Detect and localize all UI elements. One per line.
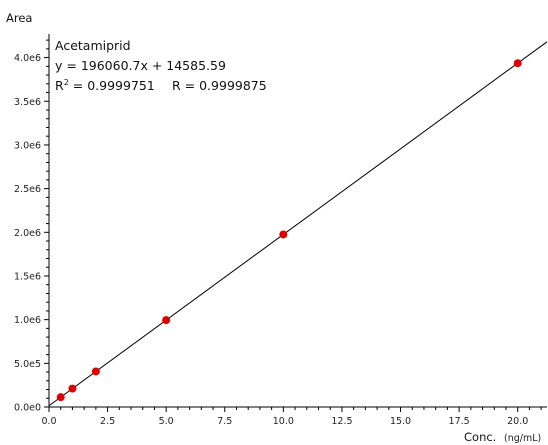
x-tick-label: 15.0 xyxy=(390,416,411,427)
r-squared-superscript: 2 xyxy=(64,78,69,87)
fit-line xyxy=(48,41,548,407)
x-tick-label: 2.5 xyxy=(100,416,115,427)
data-point xyxy=(56,393,65,402)
data-point xyxy=(68,384,77,393)
r-squared-symbol: R xyxy=(55,78,64,93)
axes xyxy=(48,34,547,408)
x-tick-label: 5.0 xyxy=(159,416,174,427)
x-ticks: 0.0 2.5 5.0 7.5 10.0 12.5 15.0 17.5 20.0 xyxy=(41,407,542,427)
y-tick-label: 3.0e6 xyxy=(14,140,41,151)
y-tick-label: 1.5e6 xyxy=(14,271,41,282)
r-squared-label: R2 = 0.9999751 xyxy=(55,78,155,93)
x-tick-label: 17.5 xyxy=(449,416,470,427)
r-value: R = 0.9999875 xyxy=(172,78,267,93)
regression-annotation: Acetamiprid y = 196060.7x + 14585.59 R2 … xyxy=(55,38,267,93)
x-tick-label: 20.0 xyxy=(507,416,528,427)
y-tick-label: 5.0e5 xyxy=(14,359,41,370)
regression-equation: y = 196060.7x + 14585.59 xyxy=(55,58,226,73)
y-tick-label: 4.0e6 xyxy=(14,53,41,64)
y-tick-label: 3.5e6 xyxy=(14,97,41,108)
y-axis-title: Area xyxy=(6,11,32,25)
data-point xyxy=(279,230,288,239)
fit-line-group xyxy=(48,41,548,407)
data-points xyxy=(56,59,522,402)
y-tick-label: 2.0e6 xyxy=(14,228,41,239)
r-squared-value: = 0.9999751 xyxy=(69,78,155,93)
y-ticks: 0.0e0 5.0e5 1.0e6 1.5e6 2.0e6 2.5e6 3.0e6 3.5e6… xyxy=(14,39,49,414)
x-axis-title: Conc. xyxy=(464,430,496,444)
y-tick-label: 2.5e6 xyxy=(14,184,41,195)
compound-name: Acetamiprid xyxy=(55,38,131,53)
x-axis-unit: (ng/mL) xyxy=(504,433,541,444)
data-point xyxy=(162,316,171,325)
x-tick-label: 0.0 xyxy=(41,416,56,427)
data-point xyxy=(91,367,100,376)
y-tick-label: 1.0e6 xyxy=(14,315,41,326)
x-tick-label: 7.5 xyxy=(217,416,232,427)
x-tick-label: 10.0 xyxy=(273,416,294,427)
x-tick-label: 12.5 xyxy=(331,416,352,427)
data-point xyxy=(513,59,522,68)
y-tick-label: 0.0e0 xyxy=(14,403,41,414)
